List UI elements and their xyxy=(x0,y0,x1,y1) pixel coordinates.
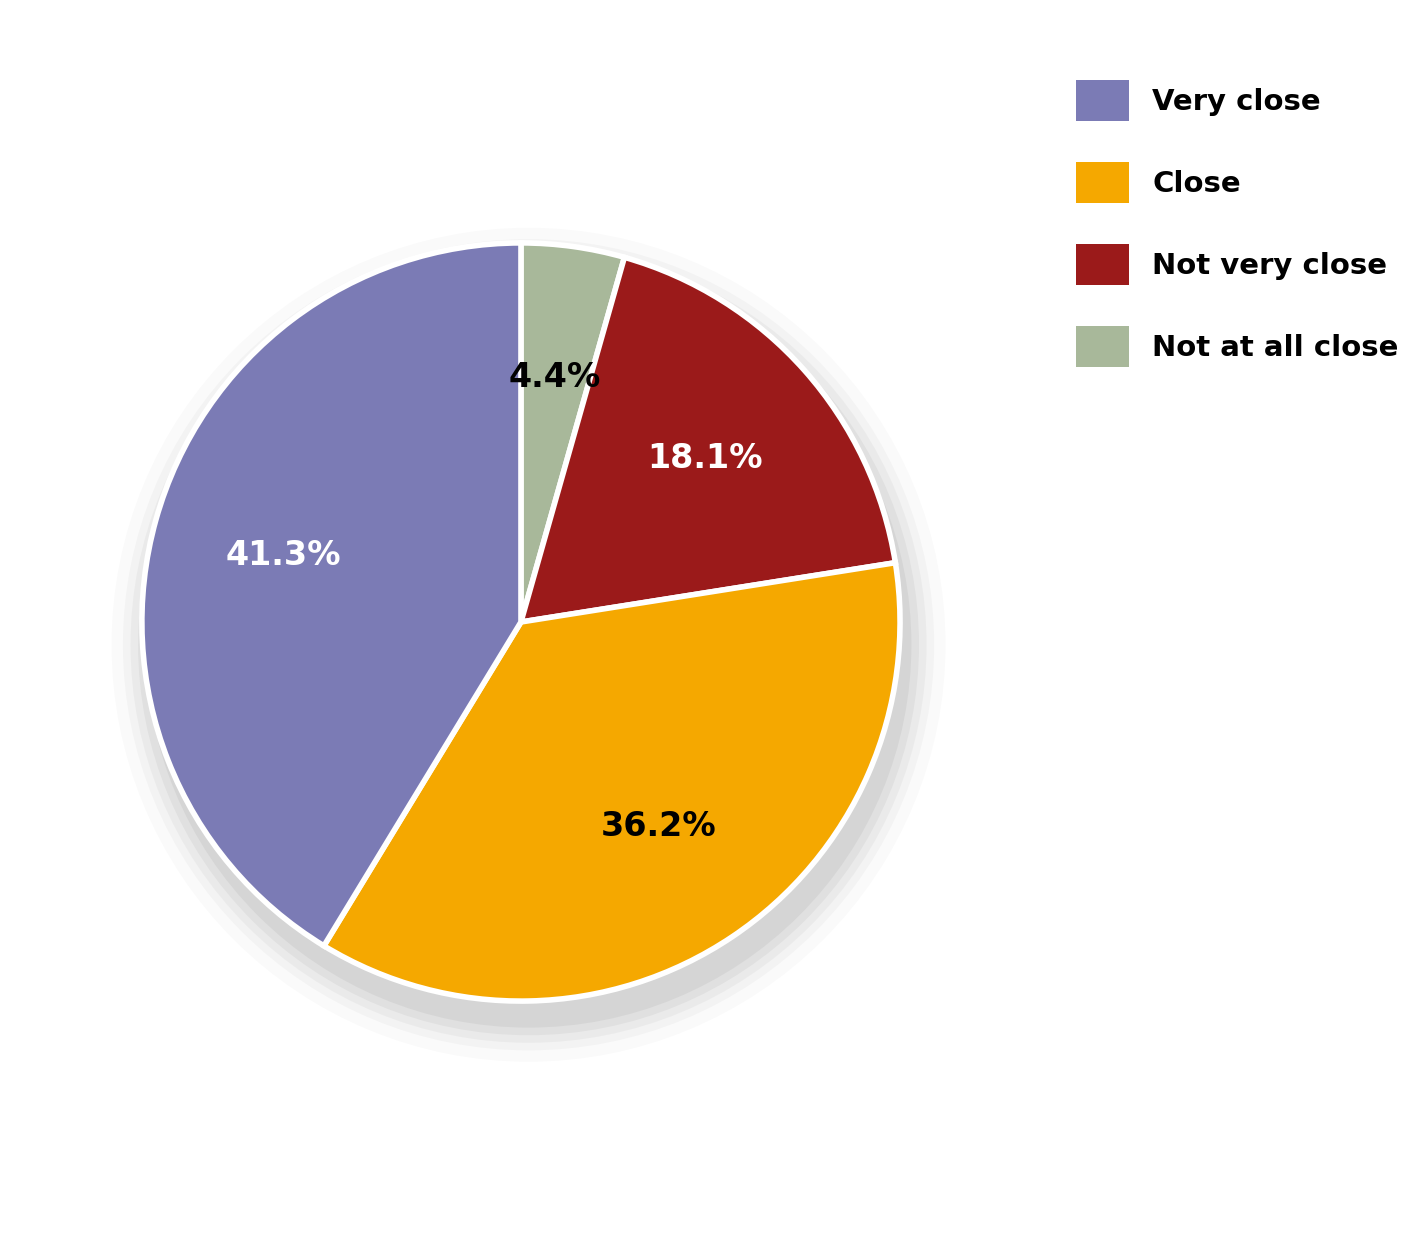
Wedge shape xyxy=(521,258,895,622)
Text: 18.1%: 18.1% xyxy=(648,442,763,475)
Wedge shape xyxy=(324,562,900,1001)
Circle shape xyxy=(145,262,911,1028)
Circle shape xyxy=(122,239,934,1050)
Wedge shape xyxy=(142,243,521,945)
Circle shape xyxy=(138,254,919,1035)
Circle shape xyxy=(131,246,926,1042)
Text: 36.2%: 36.2% xyxy=(600,810,717,843)
Text: 41.3%: 41.3% xyxy=(225,539,342,572)
Legend: Very close, Close, Not very close, Not at all close: Very close, Close, Not very close, Not a… xyxy=(1062,65,1408,382)
Wedge shape xyxy=(521,243,624,622)
Text: 4.4%: 4.4% xyxy=(508,362,601,394)
